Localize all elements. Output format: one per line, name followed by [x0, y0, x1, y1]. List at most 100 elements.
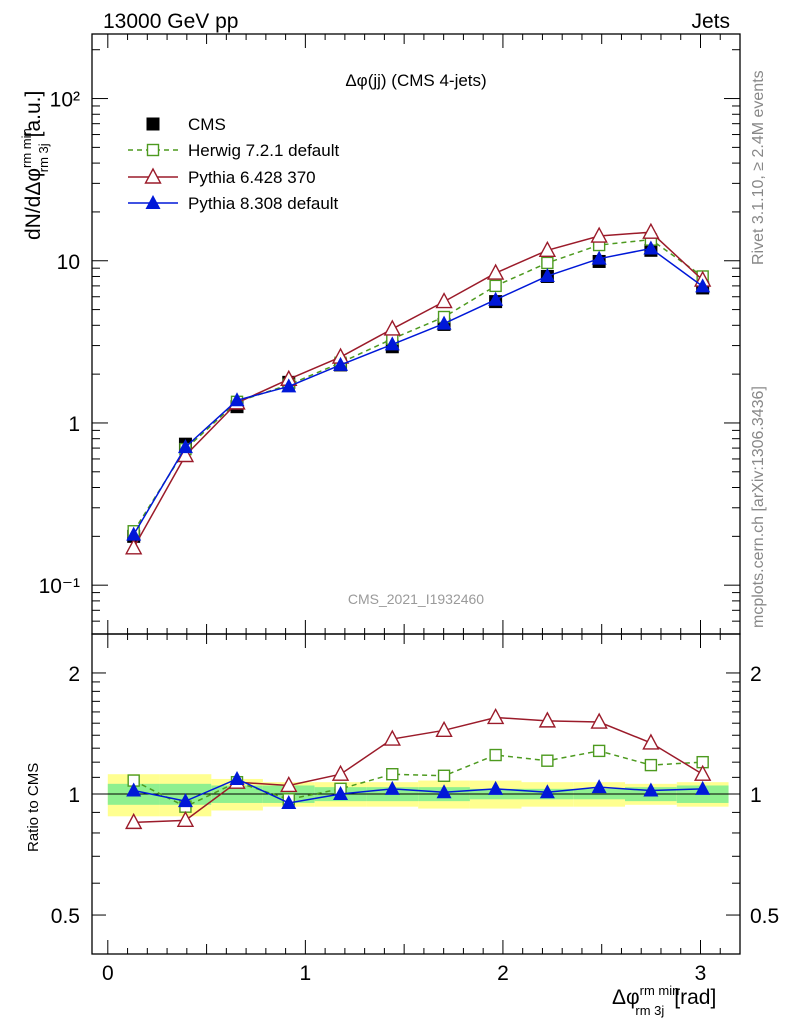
x-axis-label-main: Δφ [612, 986, 640, 1009]
legend-label-pythia-6-428-370: Pythia 6.428 370 [188, 168, 316, 187]
ratio-point-pythia-6-428-370 [176, 810, 195, 828]
ratio-point-pythia-6-428-370 [280, 775, 298, 793]
analysis-watermark: CMS_2021_I1932460 [348, 591, 484, 607]
ratio-point-pythia-6-428-370 [486, 707, 505, 725]
ratio-point-pythia-8-308-default [695, 780, 711, 795]
data-point-pythia-8-308-default [539, 268, 555, 283]
data-point-pythia-8-308-default [333, 356, 349, 371]
y-axis-label-unit: [a.u.] [22, 91, 45, 138]
ratio-point-pythia-8-308-default [436, 784, 452, 799]
x-tick-label: 3 [695, 962, 707, 985]
data-point-pythia-6-428-370 [383, 319, 401, 336]
legend-label-herwig-7-2-1-default: Herwig 7.2.1 default [188, 141, 339, 160]
data-point-pythia-6-428-370 [590, 226, 608, 243]
data-point-pythia-6-428-370 [538, 240, 557, 258]
header-jets-label: Jets [691, 10, 730, 33]
ratio-y-tick-label: 2 [68, 663, 80, 686]
legend-label-cms: CMS [188, 115, 226, 134]
data-point-pythia-8-308-default [126, 526, 142, 541]
ratio-point-herwig-7-2-1-default [541, 754, 554, 767]
ratio-line-pythia-6-428-370 [133, 716, 704, 824]
mcplots-label: mcplots.cern.ch [arXiv:1306.3436] [750, 386, 767, 628]
ratio-point-pythia-8-308-default [384, 780, 400, 795]
ratio-point-pythia-8-308-default [229, 770, 245, 785]
ratio-point-herwig-7-2-1-default [592, 744, 606, 758]
ratio-y-tick-label-right: 0.5 [750, 905, 779, 928]
data-point-pythia-6-428-370 [642, 222, 660, 239]
y-tick-label: 10⁻¹ [39, 575, 80, 598]
series-line-pythia-8-308-default [133, 247, 704, 535]
data-point-pythia-8-308-default [229, 392, 245, 407]
ratio-point-pythia-8-308-default [539, 784, 555, 799]
x-axis-label-sup: rm min [640, 983, 680, 998]
ratio-y-tick-label-right: 2 [750, 663, 762, 686]
legend-label-pythia-8-308-default: Pythia 8.308 default [188, 194, 339, 213]
y-axis-label-sub: rm 3j [36, 143, 51, 172]
data-point-herwig-7-2-1-default [489, 279, 502, 293]
y-axis-label-sup: rm min [19, 128, 34, 168]
ratio-y-tick-label: 1 [68, 784, 80, 807]
x-tick-label: 1 [300, 962, 312, 985]
y-tick-label: 10² [50, 89, 80, 112]
data-point-herwig-7-2-1-default [541, 256, 554, 270]
ratio-point-pythia-8-308-default [591, 779, 607, 794]
ratio-point-pythia-8-308-default [333, 786, 349, 800]
ratio-y-tick-label: 0.5 [51, 905, 80, 928]
axis-tick-labels: 0 1 2 3 10⁻¹ 1 10 10² 0.5 0.5 1 1 2 2 [39, 89, 780, 985]
ratio-y-tick-label-right: 1 [750, 784, 762, 807]
header-energy-label: 13000 GeV pp [103, 10, 238, 33]
ratio-point-pythia-8-308-default [177, 793, 193, 808]
ratio-point-pythia-6-428-370 [383, 729, 401, 746]
data-point-pythia-8-308-default [643, 240, 659, 255]
legend-marker-cms [146, 117, 160, 131]
ratio-point-pythia-8-308-default [643, 782, 659, 797]
ratio-series-layer [125, 707, 712, 830]
x-tick-label: 2 [497, 962, 509, 985]
chart-title: Δφ(jj) (CMS 4-jets) [345, 71, 486, 90]
axis-ticks [92, 34, 740, 954]
x-axis-label-unit: [rad] [674, 986, 716, 1009]
legend-marker-herwig-7-2-1-default [146, 143, 160, 157]
ratio-point-pythia-8-308-default [126, 782, 142, 797]
ratio-point-herwig-7-2-1-default [644, 758, 658, 772]
ratio-point-pythia-6-428-370 [693, 764, 712, 781]
legend-marker-pythia-8-308-default [145, 195, 161, 209]
x-axis-label: Δφrm min rm 3j [rad] [612, 983, 716, 1018]
series-line-pythia-6-428-370 [133, 231, 704, 549]
ratio-point-pythia-8-308-default [281, 794, 297, 809]
ratio-point-pythia-6-428-370 [331, 764, 350, 781]
ratio-point-herwig-7-2-1-default [489, 748, 502, 762]
y-axis-label: dN/dΔφrm min rm 3j [a.u.] [19, 91, 51, 240]
data-point-pythia-6-428-370 [435, 292, 453, 309]
ratio-point-pythia-6-428-370 [538, 711, 557, 728]
ratio-point-herwig-7-2-1-default [437, 769, 451, 782]
legend-marker-pythia-6-428-370 [144, 167, 162, 184]
y-axis-label-main: dN/dΔφ [22, 168, 45, 240]
data-point-pythia-8-308-default [591, 250, 607, 265]
data-point-pythia-8-308-default [384, 336, 400, 351]
series-line-herwig-7-2-1-default [133, 238, 704, 532]
legend: CMS Herwig 7.2.1 default Pythia 6.428 370 P… [128, 115, 339, 213]
ratio-point-pythia-6-428-370 [125, 812, 143, 830]
x-axis-label-sub: rm 3j [635, 1003, 664, 1018]
y-tick-label: 1 [68, 413, 80, 436]
rivet-label: Rivet 3.1.10, ≥ 2.4M events [750, 70, 767, 265]
data-point-pythia-6-428-370 [486, 263, 505, 280]
data-point-pythia-8-308-default [488, 291, 504, 306]
ratio-point-pythia-6-428-370 [642, 733, 660, 750]
ratio-y-axis-label: Ratio to CMS [25, 763, 42, 852]
ratio-point-pythia-8-308-default [488, 780, 504, 795]
ratio-line-pythia-8-308-default [133, 778, 703, 804]
ratio-point-herwig-7-2-1-default [386, 768, 399, 781]
ratio-point-pythia-6-428-370 [590, 712, 608, 729]
data-point-pythia-8-308-default [436, 315, 452, 330]
y-tick-label: 10 [57, 251, 80, 274]
data-point-pythia-6-428-370 [125, 538, 143, 555]
main-series-layer [125, 222, 712, 555]
ratio-line-herwig-7-2-1-default [133, 750, 703, 808]
data-point-pythia-8-308-default [695, 278, 711, 293]
ratio-point-pythia-6-428-370 [435, 720, 453, 738]
data-point-pythia-8-308-default [177, 439, 193, 454]
